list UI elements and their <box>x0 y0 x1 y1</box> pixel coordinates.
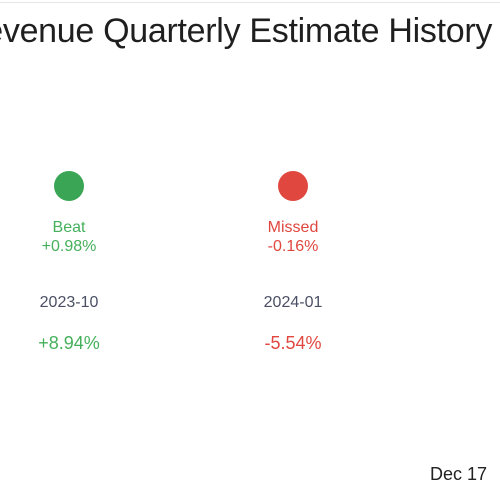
surprise-label: +0.98% <box>42 238 97 255</box>
estimate-marker-missed <box>278 171 308 201</box>
chart-title: Revenue Quarterly Estimate History <box>0 12 493 50</box>
change-label: +8.94% <box>38 333 100 353</box>
change-label: -5.54% <box>264 333 321 353</box>
date-stamp: Dec 17 <box>430 464 488 484</box>
period-label: 2024-01 <box>264 294 323 311</box>
status-label: Missed <box>268 219 319 236</box>
estimate-marker-beat <box>54 171 84 201</box>
period-label: 2023-10 <box>40 294 99 311</box>
top-divider <box>0 2 500 3</box>
surprise-label: -0.16% <box>268 238 319 255</box>
status-label: Beat <box>53 219 86 236</box>
